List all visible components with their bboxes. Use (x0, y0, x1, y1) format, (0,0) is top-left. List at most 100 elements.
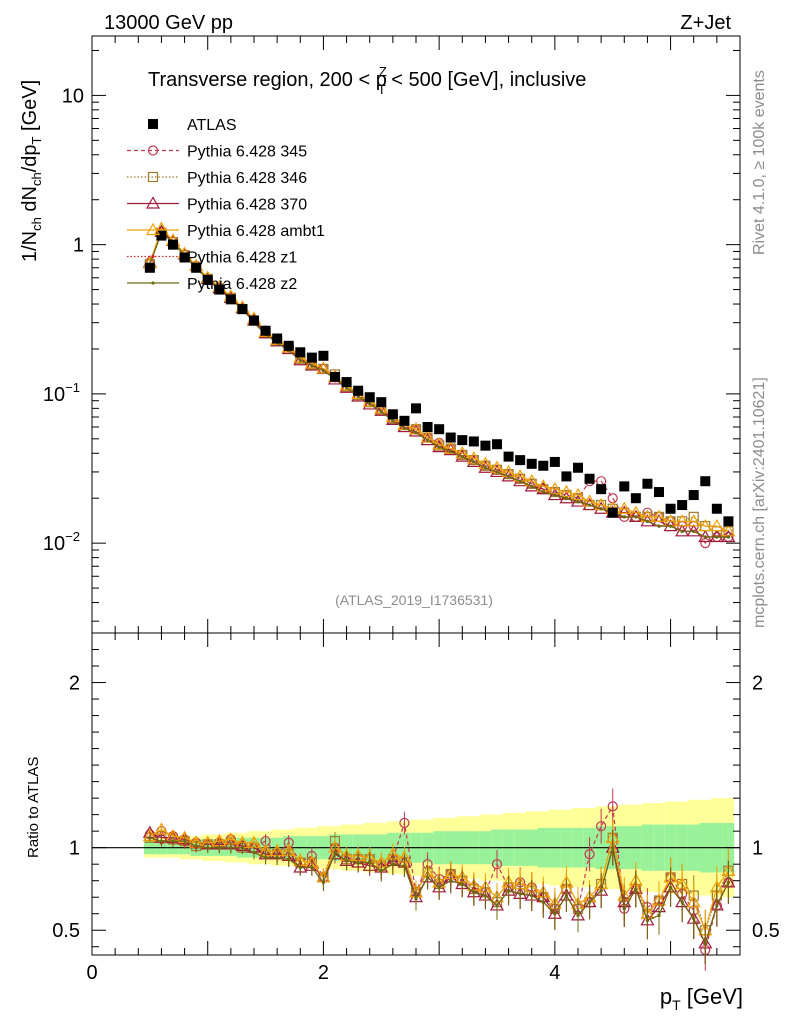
legend-marker (147, 145, 159, 156)
data-point (686, 514, 701, 527)
data-point (570, 487, 586, 501)
data-point (330, 371, 340, 382)
data-point (318, 350, 329, 361)
data-point (321, 369, 326, 373)
ratio-point (344, 859, 349, 863)
data-point (356, 394, 360, 399)
legend-label: Pythia 6.428 346 (187, 170, 307, 187)
data-point (492, 439, 502, 450)
data-point (715, 535, 719, 539)
main-title-sup: Z (379, 64, 387, 79)
data-point (411, 403, 421, 414)
ratio-point (356, 860, 360, 865)
ratio-point (333, 851, 337, 855)
main-title: Transverse region, 200 < pZ T < 500 [GeV]… (148, 64, 586, 97)
legend-label: Pythia 6.428 370 (187, 197, 307, 214)
data-point (518, 479, 522, 483)
data-point (675, 514, 690, 527)
legend-label: Pythia 6.428 z2 (187, 276, 297, 293)
data-point (559, 484, 574, 498)
data-point (503, 451, 514, 462)
ratio-point (611, 846, 615, 850)
ratio-point (596, 821, 607, 832)
main-ylabel: 1/Nch dNch/dpT [GeV] (19, 80, 44, 262)
data-point (295, 347, 306, 358)
data-point (457, 435, 468, 446)
ratio-ylabel: Ratio to ATLAS (25, 757, 42, 858)
data-point (607, 493, 618, 504)
legend-item: Pythia 6.428 345 (127, 144, 307, 161)
ratio-point (425, 875, 430, 879)
ratio-point (275, 855, 279, 860)
data-point (526, 458, 537, 469)
data-point (272, 333, 283, 344)
legend-item: ATLAS (148, 117, 237, 134)
ratio-point (587, 900, 592, 904)
ratio-point (368, 860, 372, 865)
data-point (688, 490, 699, 501)
y-tick-label: 10−1 (43, 380, 80, 406)
data-point (316, 361, 331, 374)
data-point (472, 460, 476, 464)
ratio-series (142, 788, 736, 971)
ratio-point (495, 903, 499, 908)
ratio-point (449, 879, 453, 883)
mcplots-label: mcplots.cern.ch [arXiv:2401.10621] (751, 377, 768, 628)
data-point (480, 440, 491, 451)
data-point (630, 493, 641, 504)
ratio-point (460, 882, 464, 886)
data-point (376, 397, 387, 408)
data-point (483, 466, 488, 470)
data-point (607, 507, 618, 518)
ratio-point (321, 880, 326, 884)
data-point (298, 358, 302, 362)
series-pythia-6-428-370 (142, 224, 736, 543)
data-point (310, 364, 314, 368)
ratio-point (607, 801, 618, 812)
data-point (642, 478, 653, 489)
ratio-point (154, 822, 169, 835)
data-point (657, 524, 661, 528)
ratio-point (287, 857, 291, 861)
ratio-point (437, 885, 441, 889)
data-point (549, 456, 560, 467)
ratio-point (399, 817, 410, 828)
ratio-point (564, 893, 569, 898)
data-point (698, 518, 713, 532)
data-point (723, 516, 734, 527)
data-point (214, 284, 225, 295)
data-point (495, 470, 499, 474)
data-point (665, 503, 676, 514)
data-point (564, 496, 569, 500)
ratio-point (726, 880, 731, 884)
data-point (541, 490, 545, 494)
ratio-point (194, 844, 198, 848)
legend-item: Pythia 6.428 z1 (127, 250, 297, 267)
legend-item: Pythia 6.428 370 (127, 196, 307, 214)
energy-label: 13000 GeV pp (104, 12, 233, 34)
data-point (249, 315, 259, 326)
y-tick-label: 10 (62, 85, 84, 107)
ratio-point (229, 846, 233, 850)
data-point (306, 352, 317, 363)
data-point (538, 460, 549, 471)
data-point (530, 484, 534, 488)
ratio-series-pythia-6-428-z2 (148, 829, 731, 965)
legend-label: Pythia 6.428 z1 (187, 250, 297, 267)
ratio-point (553, 912, 557, 916)
ratio-point (379, 869, 383, 873)
series-line (149, 227, 729, 532)
data-point (677, 500, 688, 511)
legend-label: Pythia 6.428 345 (187, 144, 307, 161)
data-point (619, 481, 630, 492)
data-point (432, 437, 447, 450)
ratio-point (310, 865, 314, 870)
ratio-y-tick-label: 0.5 (52, 920, 80, 942)
ratio-point (530, 893, 534, 898)
series-pythia-6-428-346 (144, 227, 734, 537)
x-tick-label: 4 (549, 962, 560, 984)
data-point (700, 476, 711, 487)
ratio-ticks: 0.5 0.5 1 1 2 2 0 2 4 (52, 633, 780, 984)
data-point (628, 509, 643, 522)
